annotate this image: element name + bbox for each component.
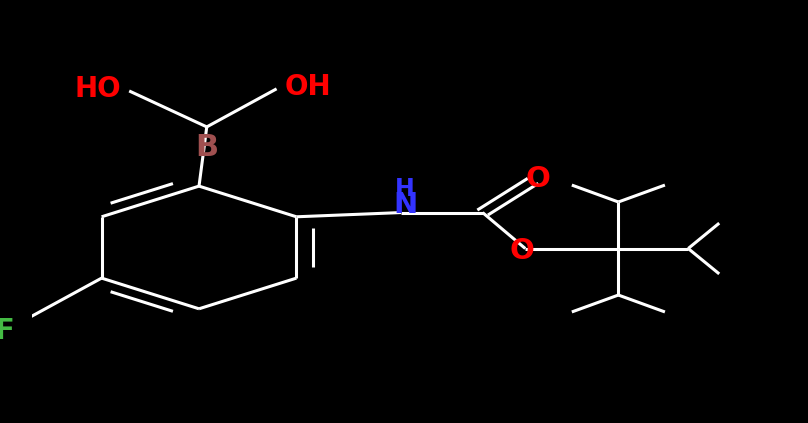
Text: O: O <box>510 236 535 265</box>
Text: OH: OH <box>284 73 331 101</box>
Text: B: B <box>196 133 218 162</box>
Text: O: O <box>525 165 550 193</box>
Text: H: H <box>395 177 415 201</box>
Text: F: F <box>0 317 15 345</box>
Text: N: N <box>393 191 417 219</box>
Text: HO: HO <box>75 75 121 103</box>
